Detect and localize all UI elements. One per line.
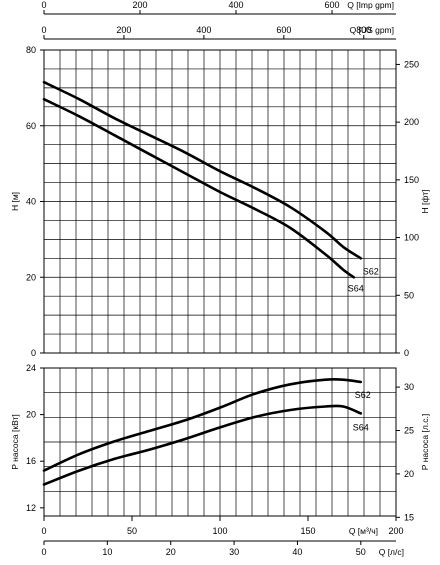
us-gpm-tick-label: 0: [41, 25, 46, 35]
power-curve-label-s64: S64: [353, 422, 369, 432]
ls-tick-label: 30: [229, 547, 239, 557]
power-y2tick-label: 15: [404, 512, 414, 522]
m3h-tick-label: 100: [212, 526, 227, 536]
head-y2label: H [фт]: [420, 190, 430, 214]
ls-tick-label: 40: [292, 547, 302, 557]
us-gpm-tick-label: 400: [196, 25, 211, 35]
m3h-axis-title: Q [м³/ч]: [349, 526, 378, 536]
head-y2tick-label: 150: [404, 175, 419, 185]
power-y2label: P насоса [л.с.]: [420, 414, 430, 470]
head-curve-s62: [42, 80, 363, 260]
us-gpm-tick-label: 600: [276, 25, 291, 35]
imp-gpm-tick-label: 0: [41, 0, 46, 10]
power-y2tick-label: 30: [404, 382, 414, 392]
power-curve-s64: [42, 404, 363, 486]
curve-layer: [42, 80, 363, 486]
power-ytick-label: 12: [26, 503, 36, 513]
ls-tick-label: 20: [166, 547, 176, 557]
power-curve-label-s62: S62: [355, 390, 371, 400]
head-ytick-label: 40: [26, 197, 36, 207]
power-y2tick-label: 20: [404, 469, 414, 479]
m3h-tick-label: 50: [127, 526, 137, 536]
imp-gpm-tick-label: 400: [229, 0, 244, 10]
imp-gpm-tick-label: 200: [132, 0, 147, 10]
ls-axis-title: Q [л/с]: [379, 547, 404, 557]
head-y2tick-label: 100: [404, 233, 419, 243]
head-y2tick-label: 250: [404, 59, 419, 69]
head-curve-label-s62: S62: [363, 266, 379, 276]
ls-tick-label: 0: [41, 547, 46, 557]
head-ytick-label: 80: [26, 45, 36, 55]
power-ytick-label: 16: [26, 456, 36, 466]
head-ytick-label: 0: [31, 348, 36, 358]
us-gpm-tick-label: 200: [116, 25, 131, 35]
ls-tick-label: 10: [102, 547, 112, 557]
m3h-tick-label: 0: [41, 526, 46, 536]
head-curve-label-s64: S64: [348, 283, 364, 293]
head-ytick-label: 60: [26, 121, 36, 131]
us-gpm-tick-label: 800: [356, 25, 371, 35]
head-ytick-label: 20: [26, 272, 36, 282]
imp-gpm-axis-title: Q [Imp gpm]: [347, 0, 394, 10]
head-y2tick-label: 50: [404, 290, 414, 300]
power-y2tick-label: 25: [404, 425, 414, 435]
m3h-tick-label: 200: [388, 526, 403, 536]
head-y2tick-label: 200: [404, 117, 419, 127]
us-gpm-axis-title: Q [US gpm]: [350, 25, 394, 35]
imp-gpm-tick-label: 600: [325, 0, 340, 10]
power-ylabel: P насоса [кВт]: [10, 414, 20, 469]
power-ytick-label: 20: [26, 410, 36, 420]
power-ytick-label: 24: [26, 363, 36, 373]
head-ylabel: H [м]: [10, 192, 20, 211]
grid-layer: [43, 49, 397, 517]
m3h-tick-label: 150: [300, 526, 315, 536]
head-curve-s64: [42, 97, 356, 279]
ls-tick-label: 50: [356, 547, 366, 557]
head-y2tick-label: 0: [404, 348, 409, 358]
power-curve-s62: [42, 377, 363, 472]
